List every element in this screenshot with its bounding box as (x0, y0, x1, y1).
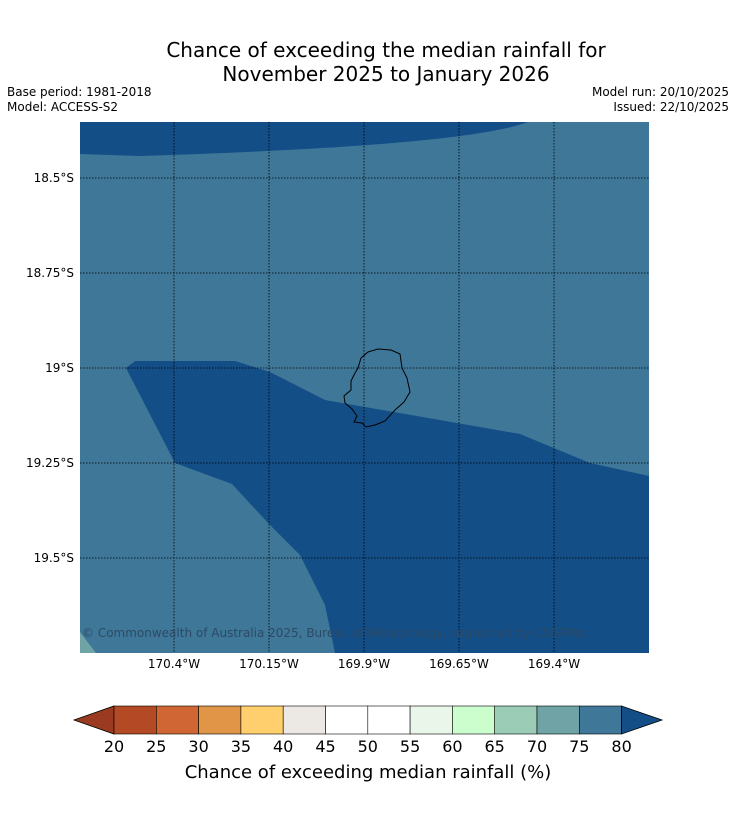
lat-label: 19°S (45, 361, 74, 375)
probability-band-80-plus-north (80, 122, 528, 156)
lat-label: 19.25°S (26, 456, 74, 470)
base-period: Base period: 1981-2018 (7, 85, 152, 99)
colorbar-tick-label: 60 (442, 737, 463, 756)
lon-label: 170.4°W (147, 657, 201, 671)
colorbar-tick-label: 35 (230, 737, 252, 756)
chart-title: Chance of exceeding the median rainfall … (0, 38, 736, 86)
title-line-1: Chance of exceeding the median rainfall … (166, 38, 606, 62)
colorbar-tick-label: 80 (611, 737, 632, 756)
colorbar-tick-label: 70 (526, 737, 548, 756)
colorbar-tick-label: 55 (399, 737, 421, 756)
niue-island-outline (343, 348, 411, 428)
colorbar-tick-label: 40 (273, 737, 294, 756)
meta-right: Model run: 20/10/2025 Issued: 22/10/2025 (592, 85, 729, 115)
probability-band-70-75 (80, 632, 96, 653)
colorbar-tick-label: 45 (315, 737, 336, 756)
lat-label: 18.75°S (26, 266, 74, 280)
lat-label: 19.5°S (33, 551, 74, 565)
colorbar-tick-label: 25 (146, 737, 167, 756)
lon-label: 170.15°W (239, 657, 299, 671)
issued-date: Issued: 22/10/2025 (613, 100, 729, 114)
colorbar-tick-label: 50 (357, 737, 378, 756)
lon-label: 169.4°W (527, 657, 581, 671)
lon-label: 169.65°W (429, 657, 489, 671)
colorbar-tick-label: 65 (484, 737, 505, 756)
title-line-2: November 2025 to January 2026 (222, 62, 550, 86)
meta-left: Base period: 1981-2018 Model: ACCESS-S2 (7, 85, 152, 115)
colorbar-tick-label: 30 (188, 737, 209, 756)
map-area (80, 122, 649, 653)
colorbar-label: Chance of exceeding median rainfall (%) (184, 762, 552, 783)
lat-label: 18.5°S (33, 171, 74, 185)
colorbar-tick-label: 75 (569, 737, 590, 756)
probability-band-80-plus-south (126, 361, 649, 653)
model-run: Model run: 20/10/2025 (591, 85, 729, 99)
copyright-notice: © Commonwealth of Australia 2025, Bureau… (82, 626, 588, 640)
model-name: Model: ACCESS-S2 (7, 100, 119, 114)
lon-label: 169.9°W (337, 657, 391, 671)
graticule (80, 122, 649, 653)
colorbar-tick-label: 20 (103, 737, 125, 756)
